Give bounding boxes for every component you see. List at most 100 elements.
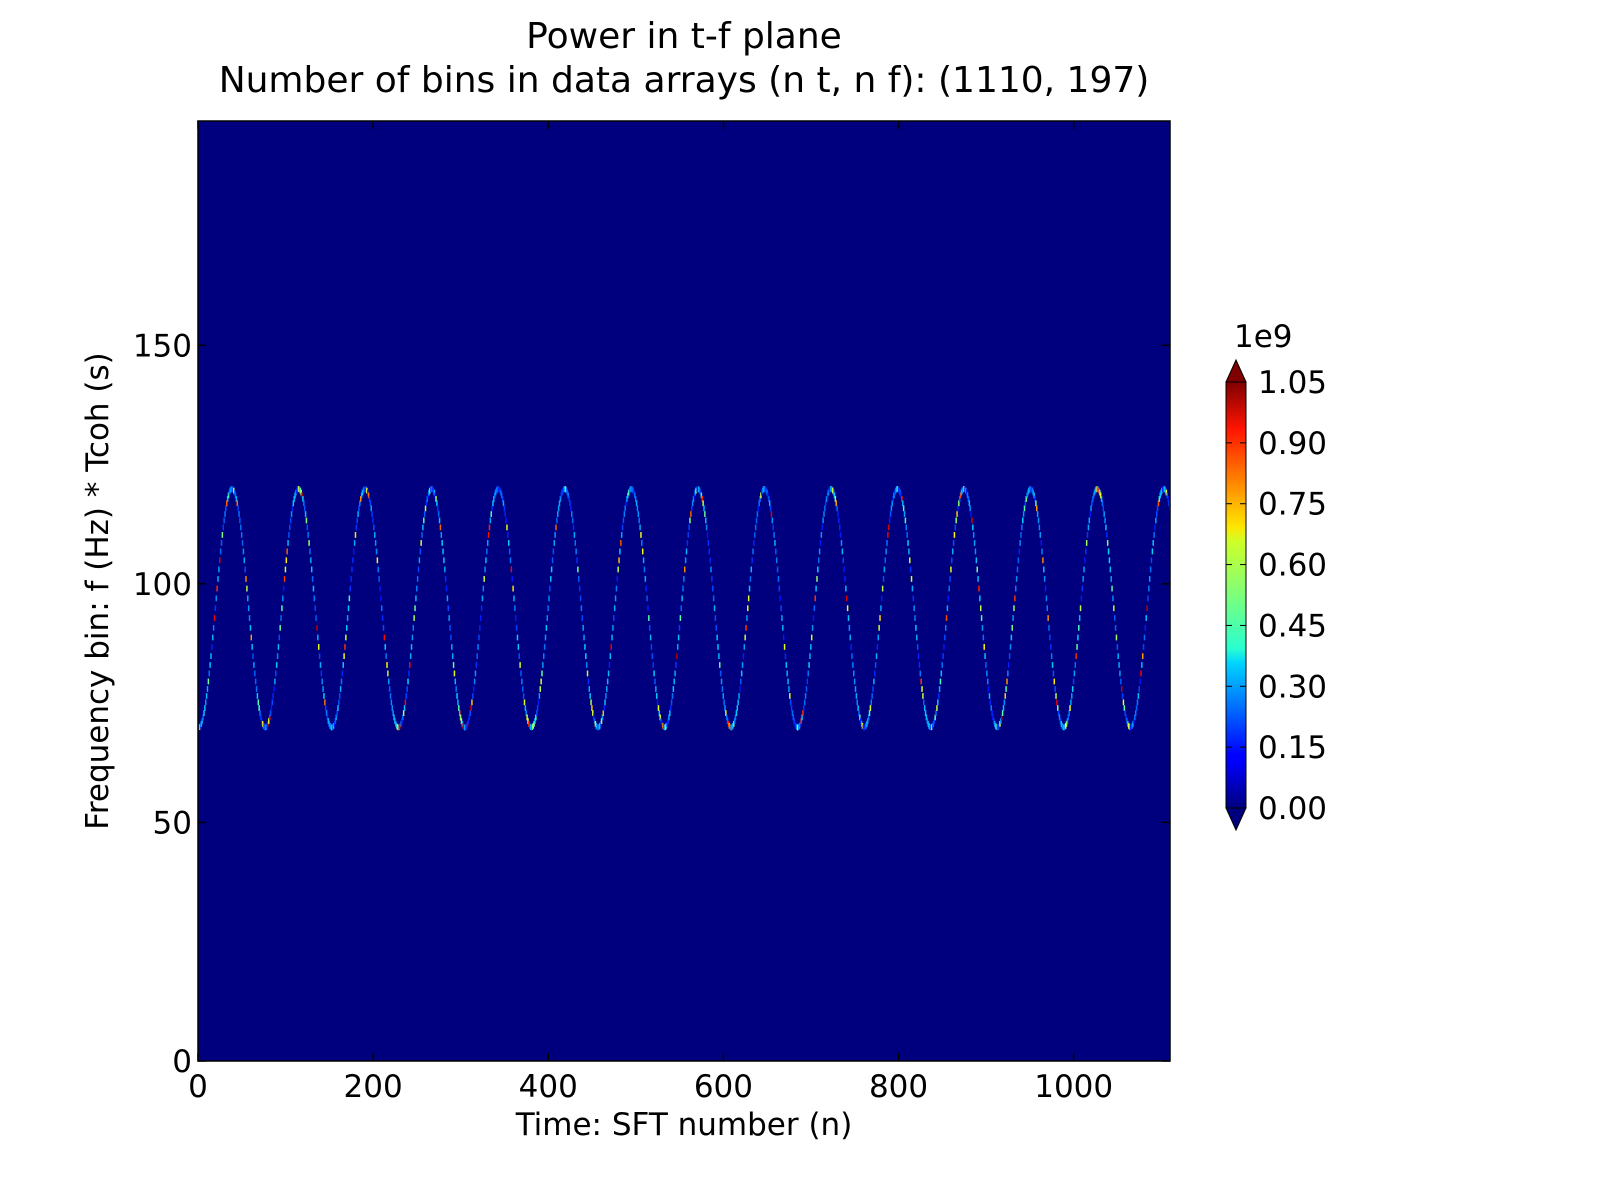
track-point	[331, 724, 333, 731]
track-point	[271, 699, 274, 706]
track-point	[1132, 720, 1134, 727]
track-point	[656, 699, 659, 706]
track-point	[529, 724, 532, 730]
track-point	[1147, 595, 1149, 602]
track-point	[520, 670, 522, 677]
track-point	[256, 693, 259, 699]
colorbar-tick-label: 0.45	[1258, 608, 1327, 644]
track-point	[649, 634, 652, 641]
track-point	[841, 548, 844, 555]
track-point	[235, 496, 238, 502]
track-point	[557, 511, 559, 517]
track-point	[250, 634, 253, 641]
track-point	[893, 492, 895, 499]
track-point	[578, 576, 580, 582]
colorbar-tick-label: 0.15	[1258, 730, 1327, 766]
track-point	[975, 557, 978, 564]
track-point	[467, 718, 470, 724]
track-point	[209, 662, 211, 668]
track-point	[969, 505, 971, 512]
track-point	[1049, 634, 1051, 641]
track-point	[824, 500, 827, 507]
track-point	[338, 699, 340, 706]
track-point	[437, 505, 439, 512]
track-point	[650, 644, 653, 650]
track-point	[919, 670, 922, 677]
track-point	[803, 699, 806, 706]
track-point	[1149, 566, 1152, 573]
track-point	[648, 615, 650, 621]
track-point	[547, 605, 549, 612]
track-point	[654, 678, 656, 685]
track-point	[432, 487, 435, 494]
track-point	[346, 615, 349, 621]
track-point	[381, 605, 383, 612]
track-point	[566, 489, 569, 496]
track-point	[939, 678, 942, 685]
track-point	[974, 548, 977, 555]
track-point	[390, 699, 393, 706]
track-point	[310, 566, 313, 573]
track-point	[274, 678, 276, 685]
track-point	[317, 644, 320, 650]
track-point	[692, 496, 695, 502]
track-point	[564, 486, 567, 493]
track-point	[371, 511, 373, 517]
track-point	[327, 718, 330, 724]
track-point	[1040, 540, 1042, 546]
track-point	[994, 722, 997, 729]
track-point	[310, 557, 312, 564]
track-point	[993, 718, 995, 724]
track-point	[1028, 487, 1030, 494]
track-point	[596, 724, 598, 730]
track-point	[1165, 489, 1168, 496]
track-point	[356, 517, 358, 524]
track-point	[454, 678, 457, 685]
track-point	[1095, 486, 1098, 493]
track-point	[913, 605, 915, 612]
track-point	[1128, 724, 1131, 730]
track-point	[801, 714, 803, 721]
track-point	[599, 720, 602, 727]
track-point	[884, 557, 887, 564]
track-point	[937, 699, 939, 706]
track-point	[1154, 524, 1156, 531]
track-point	[425, 500, 428, 507]
track-point	[529, 722, 531, 729]
track-point	[924, 710, 927, 716]
track-point	[914, 615, 916, 621]
track-point	[742, 653, 745, 660]
track-point	[923, 699, 925, 706]
track-point	[662, 722, 664, 729]
track-point	[469, 710, 471, 716]
track-point	[858, 710, 860, 716]
track-point	[406, 686, 408, 692]
track-point	[562, 487, 564, 494]
track-point	[955, 517, 957, 524]
track-point	[507, 540, 510, 546]
track-point	[572, 524, 575, 531]
track-point	[1103, 511, 1105, 517]
track-point	[723, 699, 725, 706]
track-point	[967, 496, 970, 502]
track-point	[535, 714, 537, 721]
track-point	[651, 653, 654, 660]
plot-frame	[197, 120, 1171, 1062]
track-point	[359, 500, 361, 507]
track-point	[360, 492, 363, 499]
track-point	[511, 576, 513, 582]
track-point	[437, 511, 440, 517]
track-point	[1019, 540, 1021, 546]
track-point	[865, 722, 867, 729]
track-point	[283, 576, 286, 582]
track-point	[843, 566, 845, 573]
track-point	[303, 505, 306, 512]
track-point	[417, 566, 420, 573]
track-point	[851, 653, 853, 660]
track-point	[431, 486, 434, 493]
track-point	[207, 678, 210, 685]
track-point	[842, 557, 844, 564]
track-point	[627, 489, 630, 496]
track-point	[673, 678, 675, 685]
track-point	[324, 699, 326, 706]
